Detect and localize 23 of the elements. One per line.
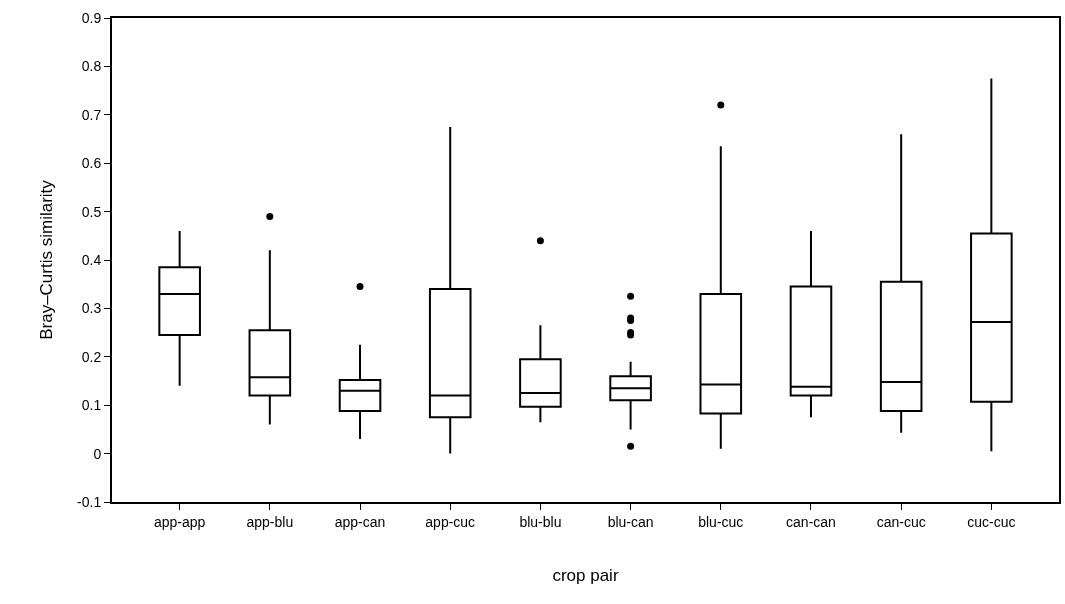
x-tick-label: app-cuc — [425, 513, 476, 530]
y-tick-label: 0.9 — [81, 9, 102, 26]
x-tick-label: blu-can — [607, 513, 654, 530]
y-tick-label: -0.1 — [77, 493, 102, 510]
y-tick-label: 0.8 — [81, 58, 102, 75]
y-tick-label: 0.7 — [81, 106, 102, 123]
x-tick-label: app-blu — [246, 513, 294, 530]
x-tick-label: blu-cuc — [698, 513, 744, 530]
x-tick-label: cuc-cuc — [967, 513, 1016, 530]
x-tick-label: can-cuc — [876, 513, 926, 530]
x-axis-title: crop pair — [552, 565, 619, 585]
y-tick-label: 0.4 — [81, 251, 102, 268]
y-tick-label: 0.1 — [81, 397, 102, 414]
x-tick-label: app-app — [153, 513, 206, 530]
y-tick-label: 0 — [93, 445, 102, 462]
y-tick-label: 0.2 — [81, 348, 102, 365]
x-tick-label: can-can — [786, 513, 836, 530]
y-tick-label: 0.6 — [81, 155, 102, 172]
y-tick-label: 0.5 — [81, 203, 102, 220]
x-tick-label: app-can — [334, 513, 386, 530]
y-axis-title: Bray–Curtis similarity — [37, 179, 57, 340]
x-tick-label: blu-blu — [519, 513, 562, 530]
y-tick-label: 0.3 — [81, 300, 102, 317]
